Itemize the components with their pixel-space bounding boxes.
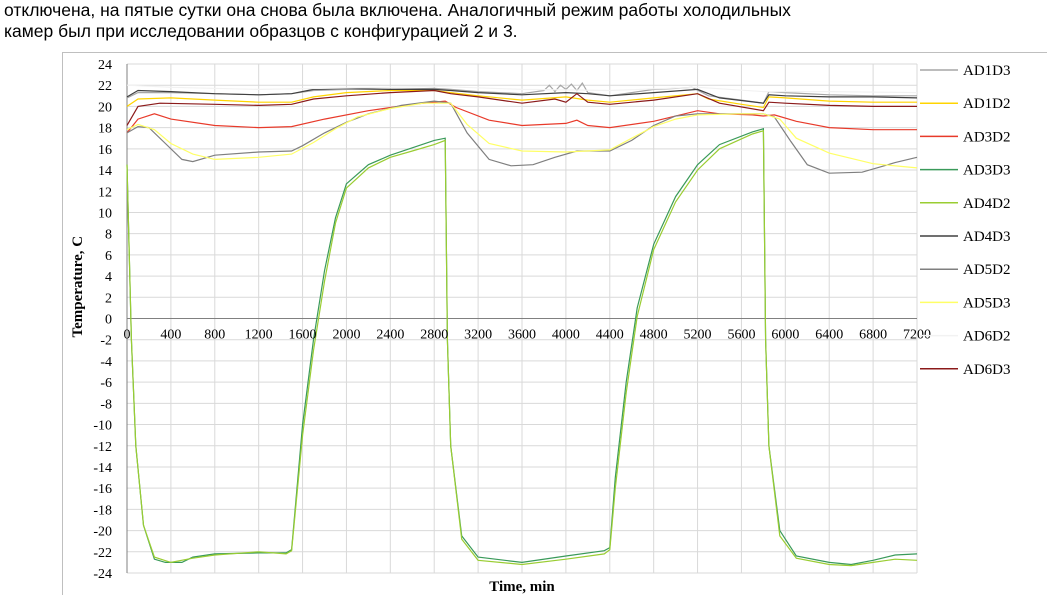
y-tick-label: 24 [98,58,112,73]
series-line-ad5d3 [126,102,918,169]
legend-label-ad3d2: AD3D2 [963,129,1011,145]
paragraph-line-1: отключена, на пятые сутки она снова была… [4,0,791,20]
y-tick-label: 8 [105,228,112,243]
x-tick-label: 4800 [640,328,668,343]
x-tick-label: 1600 [289,328,317,343]
y-tick-label: 20 [98,100,112,115]
x-tick-label: 4400 [596,328,624,343]
y-tick-label: -4 [100,355,112,370]
legend-label-ad4d3: AD4D3 [963,229,1011,245]
x-tick-label: 5200 [684,328,712,343]
y-tick-label: 16 [98,143,112,158]
legend-label-ad5d2: AD5D2 [963,262,1011,278]
y-tick-label: -2 [100,334,112,349]
grid [126,63,918,574]
x-tick-label: 7200 [903,328,931,343]
series-lines [126,82,918,567]
series-line-ad6d3 [126,89,917,126]
legend-label-ad6d3: AD6D3 [963,362,1011,378]
y-tick-label: 18 [98,122,112,137]
y-tick-label: -24 [93,567,112,582]
x-tick-label: 3200 [464,328,492,343]
x-tick-label: 5600 [727,328,755,343]
y-tick-label: 2 [105,291,112,306]
legend-label-ad1d3: AD1D3 [963,63,1011,79]
x-tick-label: 6800 [859,328,887,343]
document-text: отключена, на пятые сутки она снова была… [4,0,1044,42]
y-tick-label: 10 [98,206,112,221]
x-tick-label: 6000 [771,328,799,343]
legend-label-ad1d2: AD1D2 [963,96,1011,112]
y-tick-label: -8 [100,397,112,412]
y-tick-label: -14 [93,461,112,476]
y-tick-label: -10 [93,419,112,434]
y-axis-title: Temperature, C [70,236,86,338]
series-line-ad4d3 [126,87,918,104]
y-tick-label: -22 [93,546,112,561]
paragraph-line-2: камер был при исследовании образцов с ко… [4,21,518,41]
y-tick-label: -6 [100,376,112,391]
axes [126,64,917,573]
series-line-ad1d2 [126,89,917,109]
series-line-ad4d2 [126,130,918,567]
y-tick-label: 4 [105,270,112,285]
x-tick-label: 2800 [420,328,448,343]
legend-label-ad5d3: AD5D3 [963,295,1011,311]
x-tick-label: 6400 [815,328,843,343]
chart-frame [62,52,1047,595]
legend-label-ad3d3: AD3D3 [963,163,1011,179]
x-tick-label: 2400 [376,328,404,343]
series-line-ad5d2 [126,100,918,174]
x-tick-label: 800 [204,328,225,343]
series-line-ad6d2 [126,84,918,94]
tick-labels: 242220181614121086420-2-4-6-8-10-12-14-1… [93,58,931,582]
y-tick-label: -16 [93,482,112,497]
y-tick-label: -20 [93,525,112,540]
x-axis-title: Time, min [489,579,555,595]
y-tick-label: -18 [93,503,112,518]
x-tick-label: 2000 [332,328,360,343]
legend-label-ad4d2: AD4D2 [963,196,1011,212]
x-tick-label: 400 [160,328,181,343]
x-tick-label: 3600 [508,328,536,343]
y-tick-label: 0 [105,313,112,328]
y-tick-label: -12 [93,440,112,455]
y-tick-label: 14 [98,164,112,179]
x-tick-label: 4000 [552,328,580,343]
y-tick-label: 22 [98,79,112,94]
x-tick-label: 0 [124,328,131,343]
legend-label-ad6d2: AD6D2 [963,329,1011,345]
legend: AD1D3 AD1D2 AD3D2 AD3D3 AD4D2 AD4D3 AD5D2 AD5D3… [920,63,1011,378]
y-tick-label: 6 [105,249,112,264]
y-tick-label: 12 [98,185,112,200]
x-tick-label: 1200 [245,328,273,343]
